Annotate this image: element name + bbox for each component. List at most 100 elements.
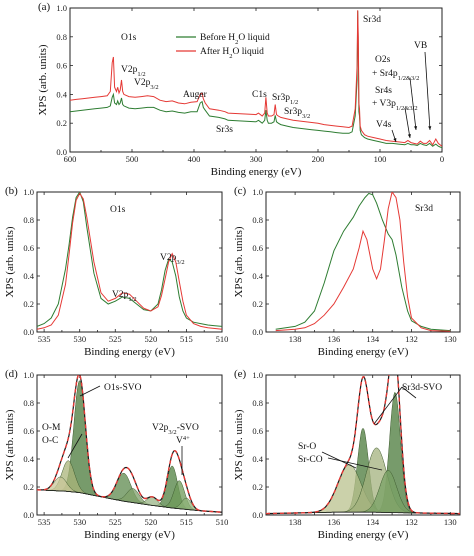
y-tick-label: 1.0 [56,3,67,13]
y-tick-label: 1.0 [252,370,263,380]
x-tick-label: 520 [144,517,157,527]
label-v2p32: V2p3/2 [160,253,185,266]
label-v2p32-svo: V2p3/2-SVO [152,423,199,436]
label-sr3d: Sr3d [415,204,433,214]
y-tick-label: 0.6 [56,61,67,71]
plot-frame [69,7,443,153]
panel-b-axes: 535 530 525 520 515 510 0.0 0.2 0.4 0.6 0.8 1.0 Bind… [4,185,228,358]
x-tick-label: 400 [188,154,201,164]
y-tick-label: 0.6 [23,243,34,253]
x-tick-label: 600 [64,154,77,164]
x-axis-label: Binding energy (eV) [84,529,175,541]
panel-label: (e) [234,368,247,380]
x-tick-label: 300 [250,154,263,164]
label-vb: VB [414,41,427,51]
legend-label-before: Before H2O liquid [200,32,270,46]
x-tick-label: 0 [440,154,444,164]
annotation-arrowhead [407,134,411,138]
legend-label-after: After H2O liquid [200,46,264,60]
x-tick-label: 132 [405,517,418,527]
x-tick-label: 535 [38,334,51,344]
label-sr-co: Sr-CO [298,455,323,465]
label-sr3d-svo: Sr3d-SVO [402,383,442,393]
x-tick-label: 200 [312,154,325,164]
x-tick-label: 134 [366,334,380,344]
x-tick-label: 530 [73,334,86,344]
series-line-after [275,192,451,332]
y-tick-label: 0.8 [23,215,34,225]
y-tick-label: 1.0 [23,370,34,380]
x-tick-label: 100 [374,154,387,164]
panel-b-annotations: O1s V2p3/2 V2p1/2 [110,205,185,303]
plot-frame [265,191,461,333]
y-tick-label: 0.2 [23,482,34,492]
annotation-arrowhead [428,126,432,130]
panel-c-axes: 138 136 134 132 130 0.0 0.2 0.4 0.6 0.8 1.0 Binding… [233,185,461,358]
y-tick-label: 0.8 [252,215,263,225]
x-tick-label: 510 [216,334,229,344]
annotation-arrowhead [414,126,418,130]
panel-c-series [275,192,451,332]
panel-c-annotations: Sr3d [415,204,433,214]
label-o-c: O-C [42,436,58,446]
annotation-line [327,457,383,471]
y-tick-label: 0.0 [23,510,34,520]
y-axis-label: XPS (arb. units) [233,226,245,298]
label-sr-o: Sr-O [298,442,316,452]
panel-e-fit [266,375,460,515]
x-tick-label: 138 [289,334,302,344]
y-tick-label: 0.8 [23,398,34,408]
y-tick-label: 0.0 [56,147,67,157]
label-sr3s: Sr3s [216,125,233,135]
x-tick-label: 500 [126,154,139,164]
measured-data-line [266,375,460,515]
x-tick-label: 525 [109,334,122,344]
plot-frame [36,191,223,333]
panel-a-series [70,10,442,149]
panel-b-series [37,192,222,330]
y-tick-label: 1.0 [23,187,34,197]
annotation-line [321,451,357,469]
label-v2p32: V2p3/2 [134,78,159,91]
label-v4s: V4s [376,120,392,130]
y-tick-label: 0.0 [252,327,263,337]
y-tick-label: 0.4 [23,454,34,464]
x-tick-label: 138 [289,517,302,527]
x-tick-label: 136 [328,334,341,344]
y-tick-label: 1.0 [252,187,263,197]
panel-label: (b) [5,185,18,197]
x-tick-label: 520 [144,334,157,344]
y-tick-label: 0.0 [252,510,263,520]
label-v2p12: V2p1/2 [121,65,146,78]
x-tick-label: 525 [109,517,122,527]
panel-e-annotations: Sr3d-SVO Sr-O Sr-CO [298,383,442,471]
label-sr4s: Sr4s [375,86,392,96]
label-v4plus: V4+ [176,435,190,447]
x-axis-label: Binding energy (eV) [211,166,302,178]
x-tick-label: 132 [405,334,418,344]
label-v3p: + V3p1/2&3/2 [372,99,418,112]
x-tick-label: 515 [180,517,193,527]
annotation-line [401,386,417,399]
annotation-line [79,385,101,397]
y-tick-label: 0.4 [252,271,263,281]
x-tick-label: 134 [366,517,380,527]
y-axis-label: XPS (arb. units) [233,409,245,481]
annotation-line [373,386,403,425]
label-sr3p32: Sr3p3/2 [284,107,310,120]
label-sr3p12: Sr3p1/2 [272,93,298,106]
y-tick-label: 0.6 [23,426,34,436]
y-tick-label: 0.0 [23,327,34,337]
plot-frame [36,374,223,516]
panel-e-axes: 138 136 134 132 130 0.0 0.2 0.4 0.6 0.8 1.0 Binding… [233,368,461,541]
label-o1s: O1s [121,33,137,43]
y-tick-label: 0.6 [252,243,263,253]
background-line [37,489,222,513]
x-axis-label: Binding energy (eV) [318,529,409,541]
measured-data-line [37,375,222,513]
label-o2s: O2s [375,55,391,65]
panel-d-axes: 535 530 525 520 515 510 0.0 0.2 0.4 0.6 0.8 1.0 Bind… [4,368,228,541]
x-axis-label: Binding energy (eV) [318,346,409,358]
